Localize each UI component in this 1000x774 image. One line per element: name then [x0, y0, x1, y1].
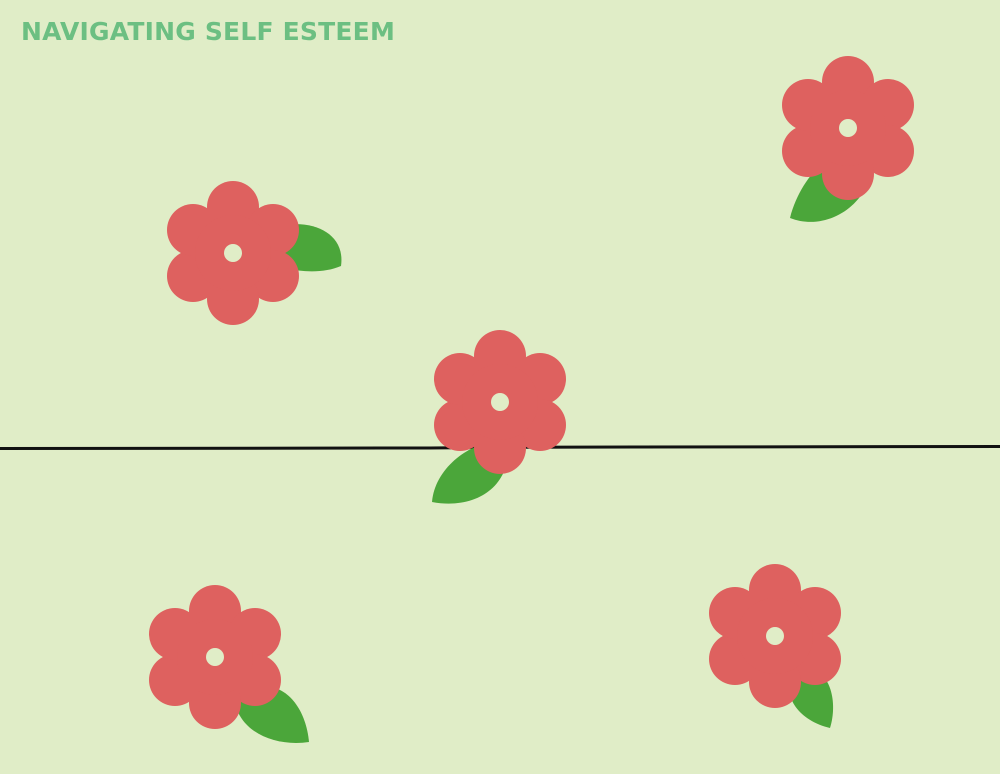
petals [167, 181, 299, 325]
flower-icon [432, 330, 566, 504]
flower-center [224, 244, 242, 262]
flower-center [206, 648, 224, 666]
flower-icon [782, 56, 914, 222]
petals [434, 330, 566, 474]
flower-icon [709, 564, 841, 728]
flower-center [839, 119, 857, 137]
flower-icon [149, 585, 309, 743]
page-title: NAVIGATING SELF ESTEEM [21, 17, 396, 46]
petals [149, 585, 281, 729]
flower-center [766, 627, 784, 645]
flower-center [491, 393, 509, 411]
flower-icon [167, 181, 342, 325]
